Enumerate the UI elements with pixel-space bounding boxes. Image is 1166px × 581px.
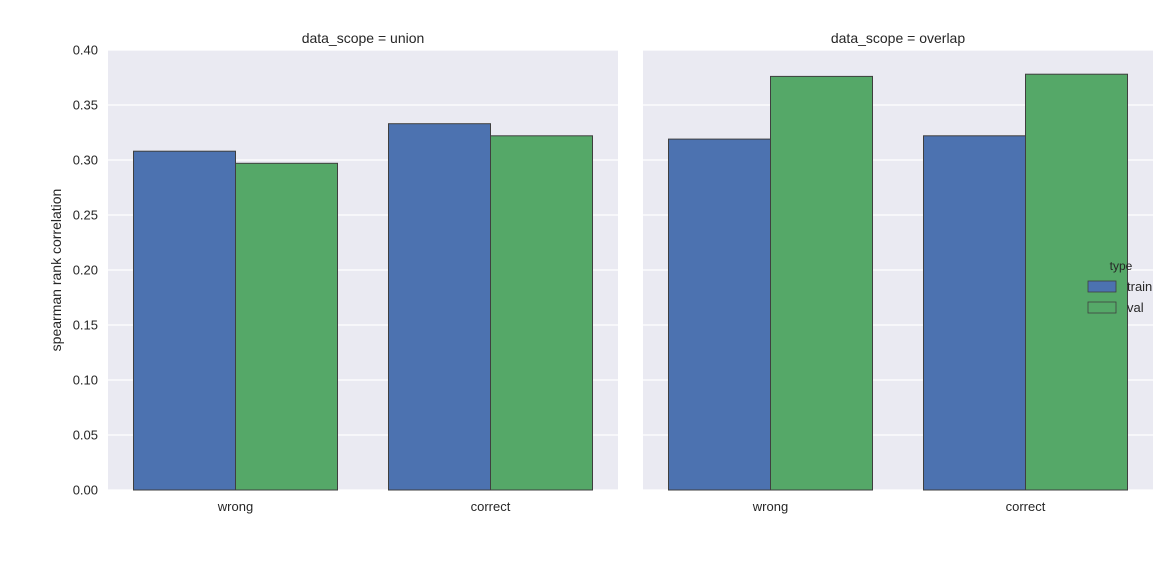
legend-swatch-train [1087,280,1117,293]
y-tick-label: 0.30 [73,153,98,168]
y-tick-label: 0.25 [73,208,98,223]
legend-title: type [1110,259,1133,273]
bar-train-wrong [133,150,236,491]
y-tick-label: 0.00 [73,483,98,498]
bar-train-wrong [668,138,771,491]
bar-val-correct [490,135,593,491]
y-axis-label: spearman rank correlation [48,189,64,352]
bar-train-correct [923,135,1026,491]
facet-title: data_scope = overlap [831,30,965,46]
x-tick-label: wrong [752,499,788,514]
legend-label-train: train [1127,279,1152,294]
y-tick-label: 0.10 [73,373,98,388]
legend-label-val: val [1127,300,1144,315]
x-tick-label: correct [471,499,511,514]
facet-title: data_scope = union [302,30,425,46]
bar-val-wrong [770,75,873,491]
y-tick-label: 0.40 [73,43,98,58]
x-tick-label: correct [1006,499,1046,514]
y-tick-label: 0.35 [73,98,98,113]
bar-train-correct [388,123,491,491]
bar-val-wrong [235,162,338,491]
legend-swatch-val [1087,301,1117,314]
y-tick-label: 0.15 [73,318,98,333]
x-tick-label: wrong [217,499,253,514]
y-tick-label: 0.05 [73,428,98,443]
y-tick-label: 0.20 [73,263,98,278]
